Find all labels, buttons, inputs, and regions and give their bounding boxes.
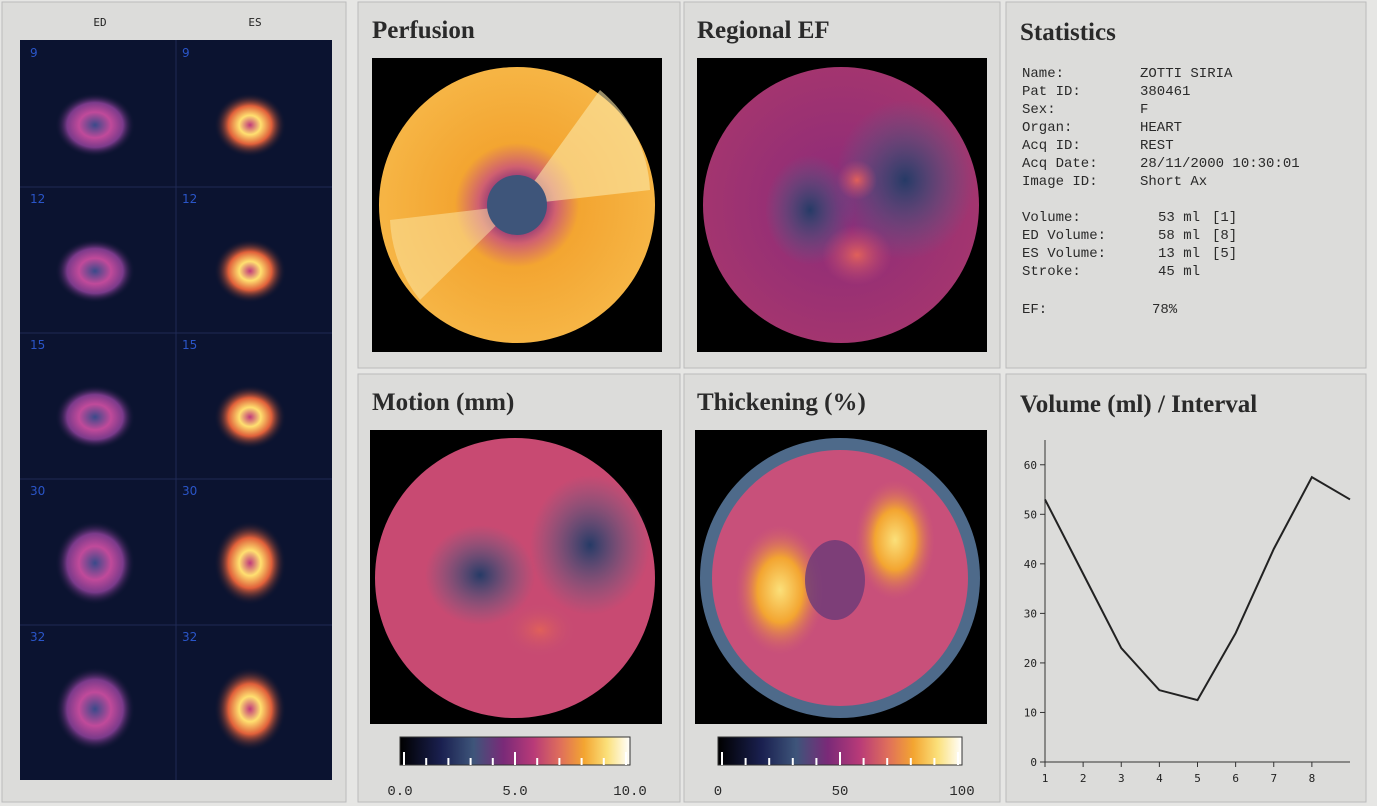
scale-label: 0.0 — [387, 784, 412, 800]
ed-slice — [55, 93, 135, 157]
map-title: Regional EF — [697, 17, 830, 44]
slice-number: 9 — [182, 46, 190, 60]
x-tick-label: 2 — [1080, 772, 1087, 785]
es-slice — [214, 667, 286, 751]
volume-panel — [1005, 373, 1367, 803]
stat-frame: [1] — [1212, 210, 1237, 226]
ed-slice — [55, 385, 135, 449]
y-tick-label: 60 — [1024, 459, 1037, 472]
slice-number: 32 — [30, 630, 45, 644]
stat-value: HEART — [1140, 120, 1182, 136]
ed-slice — [55, 521, 135, 605]
x-tick-label: 8 — [1309, 772, 1316, 785]
map-region — [500, 600, 580, 660]
volume-line — [1044, 475, 1351, 702]
map-region — [837, 160, 877, 200]
scale-label: 0 — [714, 784, 722, 800]
x-tick-label: 1 — [1042, 772, 1049, 785]
stat-value: 58 ml — [1158, 228, 1200, 244]
scale-label: 50 — [832, 784, 849, 800]
slice-number: 30 — [30, 484, 45, 498]
y-tick-label: 50 — [1024, 508, 1037, 521]
y-tick-label: 10 — [1024, 706, 1037, 719]
stat-value: 78% — [1152, 302, 1178, 318]
map-title: Thickening (%) — [697, 389, 866, 416]
slice-number: 9 — [30, 46, 38, 60]
stat-label: Image ID: — [1022, 174, 1098, 190]
stat-label: Name: — [1022, 66, 1064, 82]
stat-value: REST — [1140, 138, 1174, 154]
slice-number: 32 — [182, 630, 197, 644]
stat-value: Short Ax — [1140, 174, 1207, 190]
stat-label: Acq Date: — [1022, 156, 1098, 172]
map-title: Perfusion — [372, 17, 475, 44]
stat-label: Sex: — [1022, 102, 1056, 118]
map-region — [530, 475, 650, 615]
y-tick-label: 40 — [1024, 558, 1037, 571]
stat-label: ED Volume: — [1022, 228, 1106, 244]
statistics-title: Statistics — [1020, 19, 1116, 46]
slice-header: ED — [93, 16, 106, 29]
es-slice — [214, 385, 286, 449]
stat-value: 380461 — [1140, 84, 1190, 100]
map-region — [425, 525, 535, 625]
y-tick-label: 20 — [1024, 657, 1037, 670]
y-tick-label: 30 — [1024, 607, 1037, 620]
map-sector — [517, 90, 650, 205]
stat-label: Stroke: — [1022, 264, 1081, 280]
x-tick-label: 3 — [1118, 772, 1125, 785]
chart-title: Volume (ml) / Interval — [1020, 391, 1257, 418]
stat-value: 28/11/2000 10:30:01 — [1140, 156, 1300, 172]
es-slice — [214, 239, 286, 303]
slice-number: 15 — [30, 338, 45, 352]
scale-label: 5.0 — [502, 784, 527, 800]
stat-value: 45 ml — [1158, 264, 1200, 280]
stat-label: ES Volume: — [1022, 246, 1106, 262]
scale-label: 10.0 — [613, 784, 647, 800]
map-region — [855, 480, 935, 600]
ed-slice — [55, 667, 135, 751]
scale-label: 100 — [949, 784, 974, 800]
stat-label: EF: — [1022, 302, 1047, 318]
x-tick-label: 6 — [1232, 772, 1239, 785]
map-region — [835, 100, 975, 260]
stat-label: Volume: — [1022, 210, 1081, 226]
ed-slice — [55, 239, 135, 303]
stat-frame: [5] — [1212, 246, 1237, 262]
es-slice — [214, 93, 286, 157]
stat-label: Organ: — [1022, 120, 1072, 136]
map-center — [487, 175, 547, 235]
slice-number: 15 — [182, 338, 197, 352]
es-slice — [214, 521, 286, 605]
slice-number: 30 — [182, 484, 197, 498]
map-sector — [390, 205, 517, 300]
slice-number: 12 — [182, 192, 197, 206]
stat-label: Acq ID: — [1022, 138, 1081, 154]
x-tick-label: 5 — [1194, 772, 1201, 785]
stat-frame: [8] — [1212, 228, 1237, 244]
map-region — [822, 225, 892, 285]
stat-value: 13 ml — [1158, 246, 1200, 262]
stat-value: 53 ml — [1158, 210, 1200, 226]
map-region — [805, 540, 865, 620]
map-title: Motion (mm) — [372, 389, 514, 416]
stat-label: Pat ID: — [1022, 84, 1081, 100]
x-tick-label: 4 — [1156, 772, 1163, 785]
stat-value: F — [1140, 102, 1148, 118]
slice-header: ES — [248, 16, 261, 29]
statistics-panel — [1005, 1, 1367, 369]
map-region — [735, 525, 825, 655]
stat-value: ZOTTI SIRIA — [1140, 66, 1233, 82]
y-tick-label: 0 — [1030, 756, 1037, 769]
x-tick-label: 7 — [1270, 772, 1277, 785]
slice-number: 12 — [30, 192, 45, 206]
